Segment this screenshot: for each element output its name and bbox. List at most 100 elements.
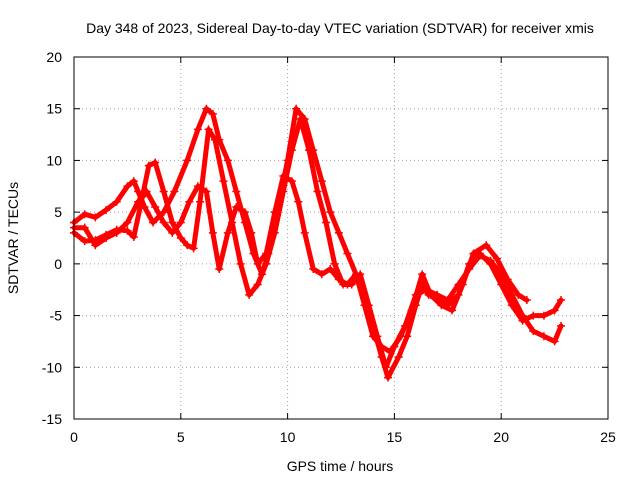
data-point — [80, 223, 89, 232]
x-axis-label: GPS time / hours — [287, 458, 394, 474]
data-point — [215, 265, 224, 274]
data-point — [202, 187, 211, 196]
data-point — [313, 187, 322, 196]
data-point — [123, 182, 132, 191]
y-tick-label: -5 — [50, 308, 63, 324]
plot-frame — [73, 56, 609, 420]
data-point — [245, 290, 254, 299]
grid — [74, 57, 608, 419]
data-point — [232, 202, 241, 211]
data-point — [219, 177, 228, 186]
data-point — [482, 241, 491, 250]
data-point — [418, 270, 427, 279]
data-point — [377, 342, 386, 351]
data-point — [486, 259, 495, 268]
data-point — [253, 280, 262, 289]
x-tick-label: 15 — [387, 429, 403, 445]
data-point — [492, 254, 501, 263]
data-point — [270, 208, 279, 217]
x-tick-label: 0 — [70, 429, 78, 445]
data-point — [232, 187, 241, 196]
data-point — [550, 337, 559, 346]
data-point — [529, 311, 538, 320]
axis-ticks: 0 5 10 15 20 25 -15 -10 -5 0 5 10 15 20 — [42, 49, 616, 445]
data-point — [223, 228, 232, 237]
x-tick-label: 25 — [600, 429, 616, 445]
data-point — [134, 187, 143, 196]
data-point — [343, 280, 352, 289]
data-point — [287, 146, 296, 155]
y-tick-label: -15 — [42, 411, 62, 427]
data-point — [262, 249, 271, 258]
data-point — [129, 177, 138, 186]
data-point — [317, 270, 326, 279]
y-tick-label: 15 — [46, 101, 62, 117]
data-point — [144, 161, 153, 170]
data-point — [292, 104, 301, 113]
y-tick-label: -10 — [42, 359, 62, 375]
data-point — [507, 301, 516, 310]
data-point — [448, 306, 457, 315]
data-point — [396, 332, 405, 341]
data-point — [176, 234, 185, 242]
data-point — [80, 237, 89, 246]
data-point — [202, 104, 211, 113]
data-point — [151, 202, 160, 211]
y-axis-label: SDTVAR / TECUs — [5, 182, 21, 294]
data-point — [168, 228, 177, 237]
data-point — [522, 296, 531, 305]
data-point — [343, 249, 352, 258]
data-point — [407, 306, 416, 315]
data-point — [204, 125, 213, 134]
data-point — [193, 125, 202, 134]
data-point — [557, 296, 566, 305]
chart-title: Day 348 of 2023, Sidereal Day-to-day VTE… — [86, 20, 594, 36]
data-point — [102, 206, 111, 215]
data-point — [183, 241, 192, 250]
series-trace-a — [71, 106, 564, 381]
data-point — [112, 228, 121, 237]
data-point — [210, 135, 219, 144]
data-point — [189, 244, 198, 253]
data-point — [514, 290, 523, 299]
data-point — [518, 316, 527, 325]
data-point — [279, 171, 288, 180]
data-point — [334, 228, 343, 237]
data-point — [176, 218, 185, 227]
data-point — [170, 187, 179, 196]
data-point — [91, 213, 100, 222]
x-tick-label: 10 — [280, 429, 296, 445]
data-point — [149, 218, 158, 227]
data-point — [557, 321, 566, 330]
data-point — [129, 232, 138, 241]
data-point — [236, 259, 245, 268]
data-point — [151, 158, 160, 167]
data-point — [102, 234, 111, 242]
data-point — [123, 226, 132, 235]
data-point — [381, 363, 390, 372]
data-point — [253, 259, 262, 268]
y-tick-label: 20 — [46, 49, 62, 65]
data-point — [458, 280, 467, 289]
data-point — [334, 275, 343, 284]
data-point — [317, 177, 326, 186]
data-point — [322, 218, 331, 227]
data-point — [437, 301, 446, 310]
data-point — [159, 208, 168, 217]
x-tick-label: 5 — [177, 429, 185, 445]
data-point — [539, 332, 548, 341]
data-point — [326, 265, 335, 274]
data-point — [386, 347, 395, 356]
data-point — [223, 156, 232, 165]
data-point — [300, 228, 309, 237]
data-point — [294, 197, 303, 206]
data-point — [497, 280, 506, 289]
data-point — [142, 187, 151, 196]
data-point — [91, 241, 100, 250]
data-point — [309, 265, 318, 274]
data-point — [360, 301, 369, 310]
data-point — [196, 197, 205, 206]
data-point — [469, 249, 478, 258]
data-point — [80, 210, 89, 219]
